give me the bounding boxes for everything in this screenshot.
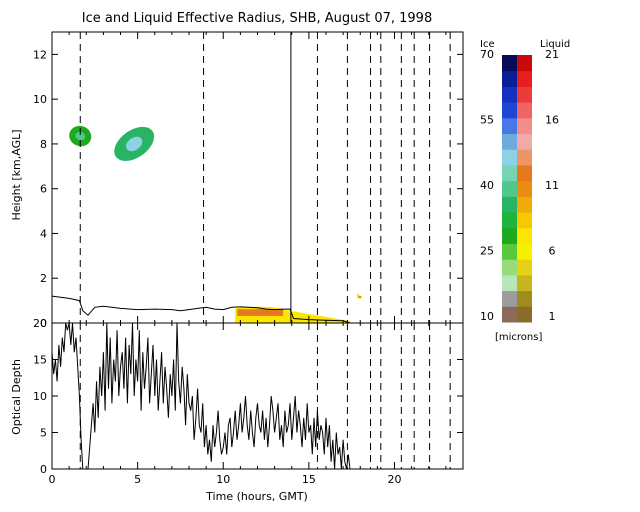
- colorbar-ice-tick: 55: [480, 114, 494, 127]
- y-tick-label: 8: [40, 138, 47, 151]
- colorbar-ice-cell: [502, 117, 517, 135]
- cloud-radius-plot: 0 2 4 6 8 10 12: [33, 31, 464, 330]
- colorbar-ice-cell: [502, 86, 517, 103]
- chart-title: Ice and Liquid Effective Radius, SHB, Au…: [82, 11, 432, 26]
- y-tick-label: 5: [40, 427, 47, 440]
- colorbar-liquid-cell: [517, 259, 532, 276]
- colorbar-liquid-tick: 21: [545, 48, 559, 61]
- colorbar-ice-cell: [502, 180, 517, 197]
- y-tick-label: 10: [33, 93, 47, 106]
- colorbar-liquid-cell: [517, 227, 532, 244]
- ice-cloud-core: [75, 131, 86, 141]
- liquid-cloud-core: [358, 295, 361, 299]
- colorbar-ice-cell: [502, 243, 517, 260]
- colorbar-liquid-cell: [517, 243, 532, 260]
- colorbar-liquid-cell: [517, 180, 532, 197]
- colorbar-liquid-cell: [517, 133, 532, 150]
- colorbar-ice-label: Ice: [480, 39, 495, 50]
- bottom-y-axis-label: Optical Depth: [10, 359, 23, 435]
- colorbar-ice-tick: 40: [480, 179, 494, 192]
- colorbar-ice-tick: 25: [480, 245, 494, 258]
- colorbar-ice-cell: [502, 55, 517, 72]
- y-tick-label: 0: [40, 317, 47, 330]
- colorbar-ice-cell: [502, 149, 517, 166]
- colorbar-ice-tick: 10: [480, 310, 494, 323]
- y-tick-label: 0: [40, 463, 47, 476]
- liquid-cloud-core: [237, 309, 284, 316]
- colorbar-liquid-cell: [517, 212, 532, 229]
- colorbar-liquid-cell: [517, 70, 532, 87]
- y-tick-label: 4: [40, 227, 47, 240]
- colorbar-ice-cell: [502, 212, 517, 229]
- colorbar-liquid-cell: [517, 117, 532, 135]
- y-tick-label: 15: [33, 354, 47, 367]
- x-axis-label: Time (hours, GMT): [205, 490, 308, 503]
- top-y-axis-label: Height [km,AGL]: [10, 129, 23, 220]
- y-tick-label: 12: [33, 48, 47, 61]
- colorbar-liquid-cell: [517, 55, 532, 72]
- colorbar-liquid-label: Liquid: [540, 39, 570, 50]
- y-tick-label: 6: [40, 183, 47, 196]
- colorbar-liquid-cell: [517, 86, 532, 103]
- colorbar-liquid-cell: [517, 149, 532, 166]
- x-tick-label: 15: [302, 473, 316, 486]
- x-tick-label: 0: [49, 473, 56, 486]
- colorbar-liquid-cell: [517, 274, 532, 292]
- colorbar-ice-cell: [502, 259, 517, 276]
- colorbar-liquid-tick: 1: [549, 310, 556, 323]
- x-tick-label: 5: [134, 473, 141, 486]
- colorbar-liquid-tick: 16: [545, 114, 559, 127]
- x-tick-label: 20: [388, 473, 402, 486]
- colorbar-ice-cell: [502, 290, 517, 307]
- optical-depth-line: [51, 322, 351, 470]
- colorbar-liquid-cell: [517, 164, 532, 182]
- colorbar-ice-cell: [502, 70, 517, 87]
- y-tick-label: 10: [33, 390, 47, 403]
- y-tick-label: 2: [40, 272, 47, 285]
- ice-cloud-core: [126, 136, 143, 152]
- colorbar-ice-cell: [502, 274, 517, 292]
- colorbar-units-label: [microns]: [495, 332, 542, 343]
- colorbar-ice-cell: [502, 133, 517, 150]
- y-tick-label: 20: [33, 317, 47, 330]
- colorbar-liquid-cell: [517, 196, 532, 213]
- colorbar-liquid-cell: [517, 290, 532, 307]
- x-tick-label: 10: [216, 473, 230, 486]
- colorbar-liquid-tick: 11: [545, 179, 559, 192]
- colorbar-liquid-tick: 6: [549, 245, 556, 258]
- cloud-base-line: [51, 295, 351, 324]
- colorbar-liquid-cell: [517, 306, 532, 323]
- colorbar-ice-cell: [502, 227, 517, 244]
- colorbar-ice-cell: [502, 164, 517, 182]
- colorbar-liquid-cell: [517, 102, 532, 119]
- colorbar-ice-tick: 70: [480, 48, 494, 61]
- colorbar-ice-cell: [502, 196, 517, 213]
- colorbar-ice-cell: [502, 102, 517, 119]
- colorbar-ice-cell: [502, 306, 517, 323]
